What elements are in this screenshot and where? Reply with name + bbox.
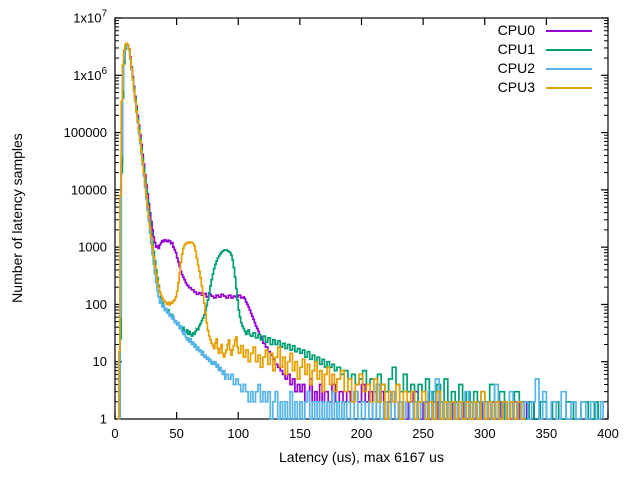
y-tick-label: 1x106 [73,66,107,83]
x-tick-label: 350 [536,426,558,441]
x-tick-label: 400 [597,426,619,441]
series-line-cpu1 [118,43,599,420]
x-tick-label: 300 [474,426,496,441]
x-tick-label: 200 [351,426,373,441]
x-axis-title: Latency (us), max 6167 us [279,449,444,465]
x-tick-label: 0 [111,426,118,441]
legend-line-swatch-cpu3 [546,86,592,89]
series-line-cpu2 [118,43,604,420]
y-tick-label: 10000 [71,182,107,197]
y-tick-label: 1x107 [73,9,107,26]
y-axis-title: Number of latency samples [9,133,25,303]
series-line-cpu3 [117,42,526,420]
legend-label-cpu3: CPU3 [497,79,535,95]
legend-line-swatch-cpu2 [546,67,592,70]
x-tick-label: 50 [169,426,183,441]
legend-line-swatch-cpu1 [546,48,592,51]
legend: CPU0 CPU1 CPU2 CPU3 [498,21,592,97]
legend-label-cpu0: CPU0 [497,22,535,38]
legend-item-cpu0: CPU0 [498,21,592,40]
y-tick-label: 1000 [78,240,107,255]
legend-item-cpu3: CPU3 [498,78,592,97]
y-tick-label: 10 [93,354,107,369]
legend-item-cpu1: CPU1 [498,40,592,59]
legend-label-cpu1: CPU1 [497,41,535,57]
y-tick-label: 100000 [64,125,107,140]
legend-label-cpu2: CPU2 [497,60,535,76]
x-tick-label: 250 [412,426,434,441]
x-tick-label: 150 [289,426,311,441]
legend-item-cpu2: CPU2 [498,59,592,78]
legend-line-swatch-cpu0 [546,29,592,32]
y-tick-label: 100 [85,297,107,312]
x-tick-label: 100 [227,426,249,441]
y-tick-label: 1 [100,412,107,427]
